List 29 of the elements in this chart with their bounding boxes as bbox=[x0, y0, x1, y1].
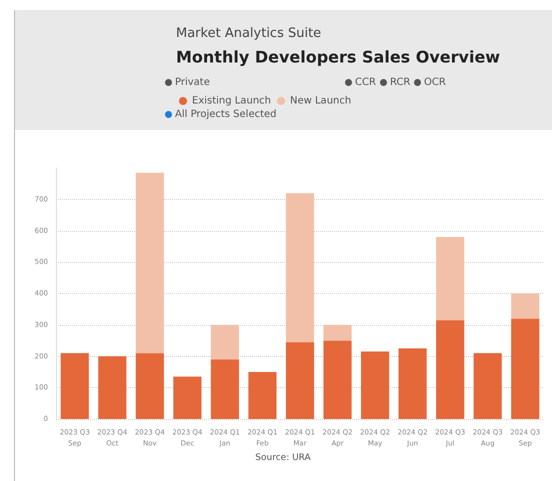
bar bbox=[511, 318, 540, 419]
bar bbox=[398, 348, 427, 419]
text: All Projects Selected bbox=[175, 109, 277, 120]
bar bbox=[323, 340, 352, 419]
text: RCR bbox=[390, 77, 410, 88]
bar bbox=[98, 356, 126, 419]
text: OCR bbox=[424, 77, 446, 88]
bar bbox=[136, 172, 164, 354]
bar bbox=[248, 372, 277, 419]
bar bbox=[361, 352, 390, 419]
bar bbox=[210, 324, 239, 360]
bar bbox=[286, 342, 314, 419]
bar bbox=[136, 353, 164, 419]
legend-label: New Launch bbox=[290, 96, 352, 106]
bar bbox=[436, 320, 464, 419]
chart-subtitle: Market Analytics Suite bbox=[176, 26, 322, 41]
text: Private bbox=[175, 77, 210, 88]
bar bbox=[323, 324, 352, 341]
bar bbox=[173, 376, 202, 419]
bar bbox=[436, 237, 464, 320]
bar bbox=[511, 294, 540, 319]
source-note: Source: URA bbox=[254, 453, 312, 463]
legend-label: Existing Launch bbox=[192, 96, 271, 106]
bar bbox=[60, 353, 89, 419]
bar bbox=[210, 359, 239, 419]
bar bbox=[286, 193, 314, 342]
bar bbox=[474, 353, 502, 419]
text: CCR bbox=[355, 77, 376, 88]
chart-title: Monthly Developers Sales Overview bbox=[176, 48, 500, 66]
